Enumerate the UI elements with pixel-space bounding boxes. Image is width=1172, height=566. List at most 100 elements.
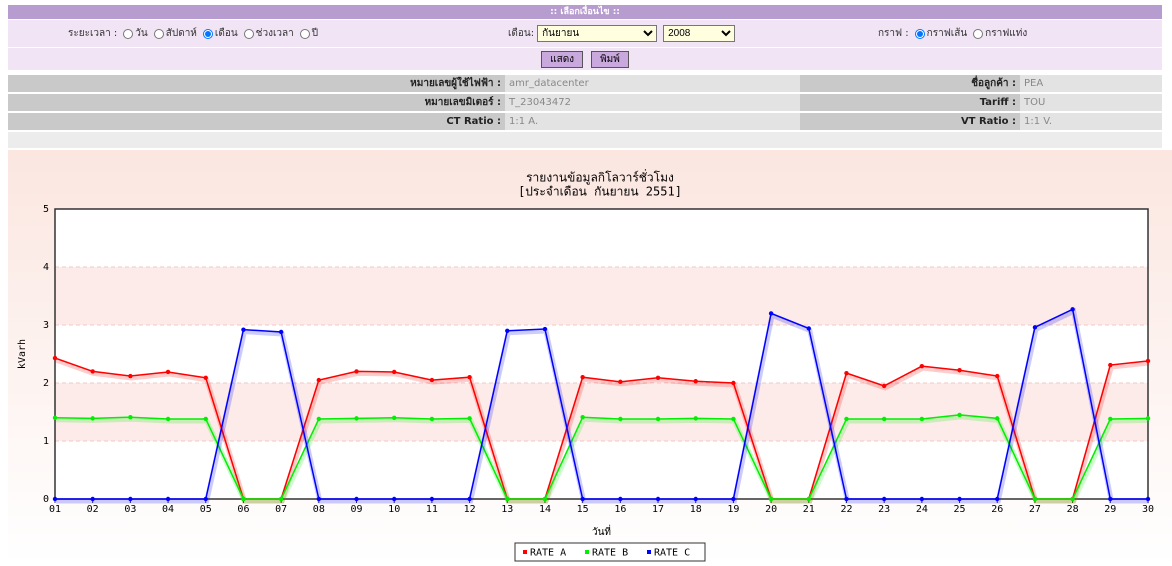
data-point — [467, 375, 472, 380]
data-point — [655, 496, 661, 502]
x-tick-label: 09 — [350, 504, 362, 515]
x-tick-label: 01 — [49, 504, 61, 515]
data-point — [1108, 496, 1113, 502]
period-radio[interactable] — [243, 28, 254, 39]
data-point — [467, 416, 472, 421]
data-point — [90, 416, 95, 421]
x-tick-label: 06 — [237, 504, 249, 515]
x-tick-label: 20 — [765, 504, 777, 515]
data-point — [52, 415, 58, 420]
period-option: สัปดาห์ — [165, 28, 197, 39]
graph-group: กราฟ : กราฟเส้น กราฟแท่ง — [878, 20, 1027, 47]
data-point — [128, 496, 133, 502]
data-point — [806, 326, 811, 331]
plot-area — [55, 209, 1148, 499]
x-tick-label: 05 — [200, 504, 212, 515]
data-point — [241, 327, 246, 332]
data-point — [1032, 496, 1038, 502]
data-point — [1108, 416, 1113, 422]
x-tick-label: 19 — [727, 504, 739, 515]
data-point — [316, 496, 322, 502]
info-label: CT Ratio : — [8, 113, 505, 130]
chart-subtitle: [ประจำเดือน กันยายน 2551] — [518, 185, 682, 199]
data-point — [429, 377, 435, 383]
x-tick-label: 13 — [501, 504, 513, 515]
series-line — [54, 357, 1149, 500]
spacer — [8, 132, 1162, 148]
data-point — [316, 377, 322, 383]
legend-swatch — [647, 550, 651, 554]
data-point — [165, 416, 171, 422]
data-point — [542, 326, 548, 332]
period-radio[interactable] — [202, 28, 213, 39]
x-tick-label: 02 — [87, 504, 99, 515]
x-tick-label: 14 — [539, 504, 551, 515]
x-tick-label: 18 — [690, 504, 702, 515]
year-select[interactable]: 2008 — [663, 25, 736, 42]
data-point — [90, 496, 95, 502]
data-point — [1108, 362, 1113, 368]
x-tick-label: 04 — [162, 504, 174, 515]
data-point — [278, 496, 284, 502]
data-point — [919, 416, 925, 422]
legend-box — [514, 542, 706, 562]
data-point — [52, 355, 58, 361]
data-point — [128, 415, 133, 420]
data-point — [995, 416, 1000, 421]
info-value: amr_datacenter — [505, 75, 800, 92]
month-select[interactable]: กันยายน — [537, 25, 658, 42]
y-tick-label: 4 — [43, 262, 49, 273]
button[interactable]: พิมพ์ — [591, 50, 629, 68]
button[interactable]: แสดง — [541, 50, 584, 68]
period-radio[interactable] — [123, 28, 134, 39]
data-point — [957, 412, 962, 418]
data-point — [392, 415, 397, 420]
x-tick-label: 17 — [652, 504, 664, 515]
x-tick-label: 12 — [464, 504, 476, 515]
series-line — [55, 308, 1148, 500]
options-row: ระยะเวลา : วัน สัปดาห์ เดือน ช่วงเวลา ปี เดือ… — [8, 20, 1162, 47]
data-point — [90, 369, 95, 374]
x-tick-label: 25 — [954, 504, 966, 515]
period-option: ปี — [311, 28, 319, 39]
data-point — [844, 416, 849, 422]
data-point — [1032, 325, 1038, 330]
data-point — [618, 496, 623, 502]
data-point — [693, 416, 698, 421]
info-value: 1:1 V. — [1020, 113, 1162, 130]
x-tick-label: 10 — [388, 504, 400, 515]
period-radio[interactable] — [153, 28, 164, 39]
graph-option: กราฟแท่ง — [985, 28, 1028, 39]
data-point — [505, 496, 510, 502]
data-point — [995, 373, 1000, 379]
data-point — [580, 496, 585, 502]
x-axis-label: วันที่ — [592, 524, 611, 538]
data-point — [1145, 496, 1151, 502]
data-point — [881, 383, 887, 389]
legend-label: RATE C — [654, 548, 690, 559]
x-tick-label: 07 — [275, 504, 287, 515]
y-axis-label: kVarh — [17, 339, 28, 369]
x-tick-label: 24 — [916, 504, 928, 515]
period-radio[interactable] — [299, 28, 310, 39]
chart-title: รายงานข้อมูลกิโลวาร์ชั่วโมง — [526, 169, 674, 186]
graph-radio[interactable] — [914, 28, 925, 39]
data-point — [165, 496, 171, 502]
data-point — [693, 379, 698, 384]
info-value: PEA — [1020, 75, 1162, 92]
month-group: เดือน: กันยายน 2008 — [508, 20, 738, 47]
graph-radio[interactable] — [973, 28, 984, 39]
x-tick-label: 27 — [1029, 504, 1041, 515]
data-point — [995, 496, 1000, 502]
data-point — [731, 496, 736, 502]
x-tick-label: 08 — [313, 504, 325, 515]
data-point — [881, 496, 887, 502]
period-group: ระยะเวลา : วัน สัปดาห์ เดือน ช่วงเวลา ปี — [68, 20, 318, 47]
data-point — [1145, 358, 1151, 364]
data-point — [392, 369, 397, 375]
x-tick-label: 21 — [803, 504, 815, 515]
data-point — [731, 416, 736, 422]
data-point — [128, 373, 133, 379]
data-point — [316, 416, 322, 422]
